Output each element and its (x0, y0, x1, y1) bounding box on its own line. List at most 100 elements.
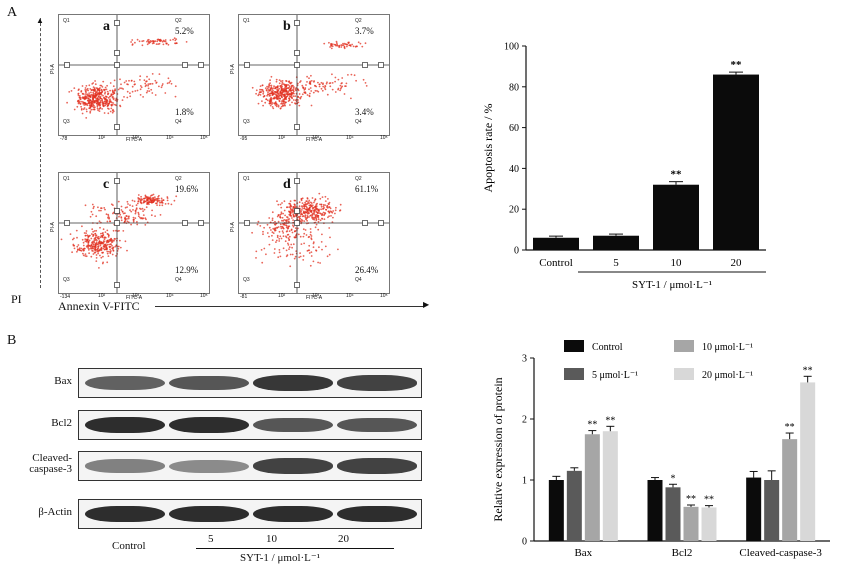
x-tick-label: 10³ (312, 293, 320, 299)
protein-expression-chart: 0 1 2 3 Relative expression of protein ** ** Ba… (491, 340, 830, 559)
legend-swatch (674, 368, 694, 380)
y-tick-label: 80 (509, 82, 519, 93)
x-tick-label: 10² (98, 135, 106, 141)
q2-percentage: 5.2% (175, 26, 194, 36)
gate-handle (294, 208, 300, 214)
quadrant-q1-label: Q1 (243, 18, 250, 24)
q4-percentage: 26.4% (355, 265, 379, 275)
blot-band (337, 417, 417, 433)
y-axis-label: PI-A (49, 222, 56, 232)
gate-handle (244, 62, 250, 68)
panel-b-letter: B (7, 333, 17, 348)
blot-row-label: Bcl2 (51, 417, 72, 429)
x-axis-min: -95 (240, 136, 248, 142)
x-axis-label: FITC-A (126, 295, 143, 301)
gate-handle (294, 62, 300, 68)
y-axis-label: PI-A (229, 64, 236, 74)
gate-handle (294, 178, 300, 184)
blot-band (337, 458, 417, 474)
y-axis-label: Apoptosis rate / % (481, 104, 495, 193)
q2-percentage: 61.1% (355, 184, 379, 194)
blot-band (169, 506, 249, 522)
blot-lane-label: 20 (338, 533, 349, 545)
flow-panel-a: Q1 Q2 Q3 Q4 5.2% 1.8% a PI-A FITC-A -78 10² 10³ 10⁴ 1… (44, 14, 210, 143)
bar (800, 382, 816, 541)
q4-percentage: 1.8% (175, 107, 194, 117)
quadrant-q2-label: Q2 (175, 176, 182, 182)
gate-handle (182, 220, 188, 226)
x-tick-label: 10² (278, 135, 286, 141)
x-tick-label: 10⁵ (200, 293, 208, 299)
quadrant-q4-label: Q4 (355, 119, 362, 125)
legend-label: Control (592, 342, 623, 353)
significance-marker: ** (671, 169, 683, 181)
blot-band (85, 506, 165, 522)
flow-scatter (59, 173, 209, 293)
blot-band (253, 375, 333, 391)
blot-band (85, 459, 165, 473)
blot-group-line (196, 548, 394, 549)
bar (764, 480, 780, 541)
blot-band (253, 417, 333, 433)
x-tick-label: Control (539, 257, 573, 269)
flow-scatter (239, 15, 389, 135)
bar (665, 487, 681, 541)
x-tick-label: 10² (278, 293, 286, 299)
x-tick-label: Bax (574, 547, 592, 559)
y-tick-label: 0 (522, 537, 527, 548)
gate-handle (182, 62, 188, 68)
x-tick-label: 10³ (312, 135, 320, 141)
gate-handle (198, 220, 204, 226)
quadrant-q3-label: Q3 (243, 119, 250, 125)
bar (746, 477, 762, 541)
y-axis-label: PI-A (229, 222, 236, 232)
blot-band (337, 506, 417, 522)
x-axis-min: -134 (60, 294, 71, 300)
quadrant-q4-label: Q4 (175, 119, 182, 125)
quadrant-q4-label: Q4 (355, 277, 362, 283)
flow-scatter (239, 173, 389, 293)
quadrant-q3-label: Q3 (63, 277, 70, 283)
gate-handle (114, 220, 120, 226)
pi-axis-label: PI (11, 292, 22, 306)
x-tick-label: Bcl2 (672, 547, 693, 559)
blot-lane-label: 10 (266, 533, 277, 545)
pi-axis-arrow-icon: ▲ (36, 16, 44, 25)
blot-lane-label: 5 (208, 533, 214, 545)
flow-panel-c: Q1 Q2 Q3 Q4 19.6% 12.9% c PI-A FITC-A -134 10² 10³ 1… (44, 172, 210, 301)
blot-group-label: SYT-1 / μmol·L⁻¹ (240, 552, 320, 564)
x-tick-label: 10⁴ (346, 135, 354, 141)
x-tick-label: 10⁵ (200, 135, 208, 141)
q4-percentage: 12.9% (175, 265, 199, 275)
quadrant-q2-label: Q2 (355, 176, 362, 182)
flow-panel-b: Q1 Q2 Q3 Q4 3.7% 3.4% b PI-A FITC-A -95 10² 10³ 10⁴ 1… (224, 14, 390, 143)
q2-percentage: 19.6% (175, 184, 199, 194)
gate-handle (114, 178, 120, 184)
bar (647, 480, 663, 541)
gate-handle (294, 220, 300, 226)
gate-handle (114, 124, 120, 130)
flow-plot-area: Q1 Q2 Q3 Q4 61.1% 26.4% d (238, 172, 390, 294)
bar (653, 184, 699, 250)
gate-handle (114, 20, 120, 26)
y-tick-label: 2 (522, 415, 527, 426)
flow-panel-d: Q1 Q2 Q3 Q4 61.1% 26.4% d PI-A FITC-A -81 10² 10³ 10… (224, 172, 390, 301)
gate-handle (294, 20, 300, 26)
x-tick-label: 10² (98, 293, 106, 299)
gate-handle (114, 282, 120, 288)
blot-lane-label: Control (112, 540, 146, 552)
significance-marker: ** (785, 422, 795, 433)
blot-band (169, 375, 249, 391)
blot-row-label: Bax (54, 375, 72, 387)
x-tick-label: 10⁴ (346, 293, 354, 299)
significance-marker: ** (803, 365, 813, 376)
x-tick-label: 10³ (132, 293, 140, 299)
bar (701, 507, 717, 541)
blot-strip (78, 499, 422, 529)
significance-marker: ** (686, 494, 696, 505)
y-tick-label: 40 (509, 164, 519, 175)
y-tick-label: 3 (522, 354, 527, 365)
y-tick-label: 100 (504, 42, 519, 53)
blot-band (253, 506, 333, 522)
blot-strip (78, 410, 422, 440)
